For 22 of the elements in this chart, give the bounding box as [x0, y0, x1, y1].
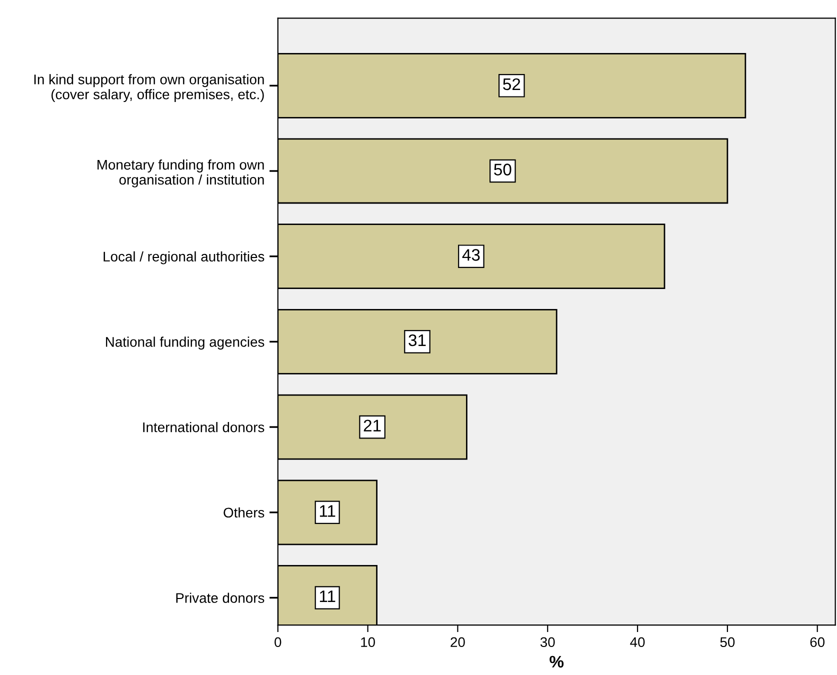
y-tick-label: Local / regional authorities [104, 251, 264, 264]
x-tick-label: 30 [540, 637, 555, 648]
data-label: 31 [408, 334, 426, 346]
data-label: 21 [364, 420, 381, 432]
y-tick-label: International donors [143, 422, 264, 432]
x-tick-label: 50 [720, 637, 735, 648]
y-tick-label: In kind support from own organisation (cover salary, office premises, etc.) [34, 74, 264, 102]
data-label: 11 [320, 505, 336, 517]
data-label: 52 [503, 78, 520, 90]
x-tick-label: 40 [630, 637, 645, 648]
data-label: 50 [494, 164, 512, 176]
x-tick-label: 0 [274, 637, 282, 648]
data-label: 43 [462, 249, 480, 261]
y-tick-label: National funding agencies [106, 336, 264, 350]
x-tick-label: 10 [361, 637, 375, 648]
y-tick-label: Monetary funding from own organisation / institution [98, 159, 264, 188]
y-tick-label: Private donors [176, 592, 264, 603]
x-axis-title: % [550, 656, 564, 668]
y-tick-label: Others [224, 507, 264, 518]
data-label: 11 [320, 590, 336, 602]
x-tick-label: 20 [450, 637, 465, 648]
x-tick-label: 60 [810, 637, 825, 648]
